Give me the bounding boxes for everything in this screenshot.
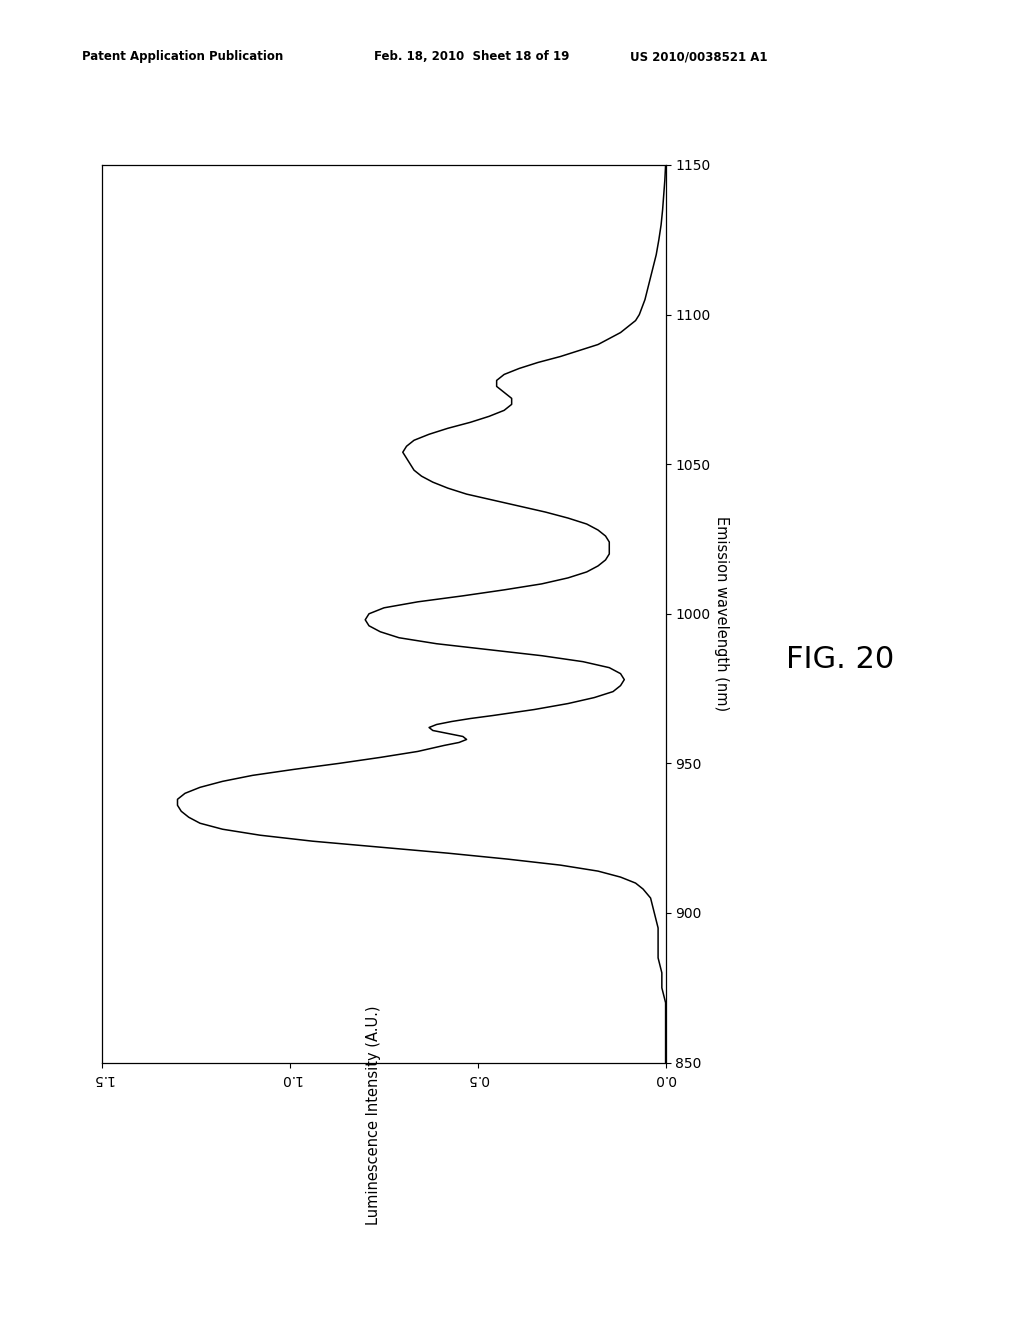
Text: Emission wavelength (nm): Emission wavelength (nm) [715,516,729,711]
Text: Luminescence Intensity (A.U.): Luminescence Intensity (A.U.) [367,1006,381,1225]
Text: Feb. 18, 2010  Sheet 18 of 19: Feb. 18, 2010 Sheet 18 of 19 [374,50,569,63]
Text: US 2010/0038521 A1: US 2010/0038521 A1 [630,50,767,63]
Text: Patent Application Publication: Patent Application Publication [82,50,284,63]
Text: FIG. 20: FIG. 20 [785,645,894,675]
